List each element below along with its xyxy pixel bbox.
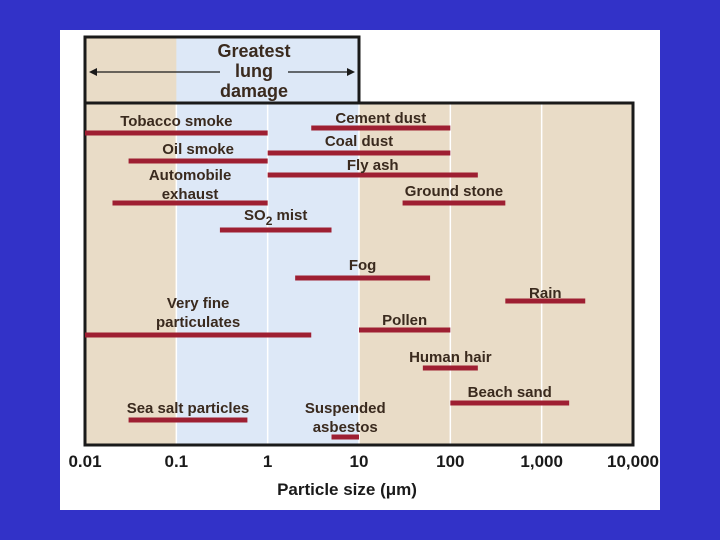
arrowhead-right-icon bbox=[347, 68, 355, 76]
series-label: Suspended bbox=[305, 400, 386, 417]
series-label: asbestos bbox=[313, 419, 378, 436]
series-label: Oil smoke bbox=[162, 141, 234, 158]
range-bar bbox=[359, 327, 451, 333]
series-label: Rain bbox=[529, 285, 562, 302]
series-label: exhaust bbox=[162, 186, 219, 203]
range-bar bbox=[505, 298, 586, 304]
x-tick-label: 100 bbox=[436, 452, 464, 471]
x-tick-label: 10 bbox=[350, 452, 369, 471]
series-label: Automobile bbox=[149, 167, 232, 184]
series-label: Tobacco smoke bbox=[120, 113, 232, 130]
series-label: Cement dust bbox=[335, 110, 426, 127]
x-tick-label: 10,000 bbox=[607, 452, 659, 471]
series-label: Human hair bbox=[409, 349, 492, 366]
range-bar bbox=[311, 125, 451, 131]
range-bar bbox=[295, 275, 431, 281]
series-label: Very fine bbox=[167, 295, 230, 312]
range-bar bbox=[85, 130, 268, 136]
series-label: Fog bbox=[349, 257, 377, 274]
range-bar bbox=[267, 172, 478, 178]
series-label: Fly ash bbox=[347, 157, 399, 174]
range-bar bbox=[331, 434, 359, 440]
range-bar bbox=[128, 417, 248, 423]
x-axis-title: Particle size (μm) bbox=[277, 480, 417, 499]
series-label: particulates bbox=[156, 314, 240, 331]
range-bar bbox=[219, 227, 332, 233]
series-label: Beach sand bbox=[468, 384, 552, 401]
x-tick-label: 0.1 bbox=[165, 452, 189, 471]
range-bar bbox=[128, 158, 268, 164]
range-bar bbox=[267, 150, 451, 156]
lung-damage-label: damage bbox=[220, 81, 288, 101]
series-label: SO2 mist bbox=[244, 207, 307, 228]
arrowhead-left-icon bbox=[89, 68, 97, 76]
series-label: Pollen bbox=[382, 312, 427, 329]
range-bar bbox=[112, 200, 268, 206]
x-tick-label: 1,000 bbox=[520, 452, 563, 471]
x-tick-label: 1 bbox=[263, 452, 272, 471]
plot-frame bbox=[83, 101, 635, 447]
series-label: Coal dust bbox=[325, 133, 393, 150]
range-bar bbox=[85, 332, 312, 338]
range-bar bbox=[422, 365, 478, 371]
lung-damage-label: Greatest bbox=[217, 41, 290, 61]
series-label: Sea salt particles bbox=[127, 400, 250, 417]
x-tick-label: 0.01 bbox=[68, 452, 101, 471]
lung-damage-label: lung bbox=[235, 61, 273, 81]
series-label: Ground stone bbox=[405, 183, 503, 200]
slide: Greatest lung damage Tobacco smoke Cement du… bbox=[60, 30, 660, 510]
range-bar bbox=[450, 400, 570, 406]
range-bar bbox=[402, 200, 506, 206]
